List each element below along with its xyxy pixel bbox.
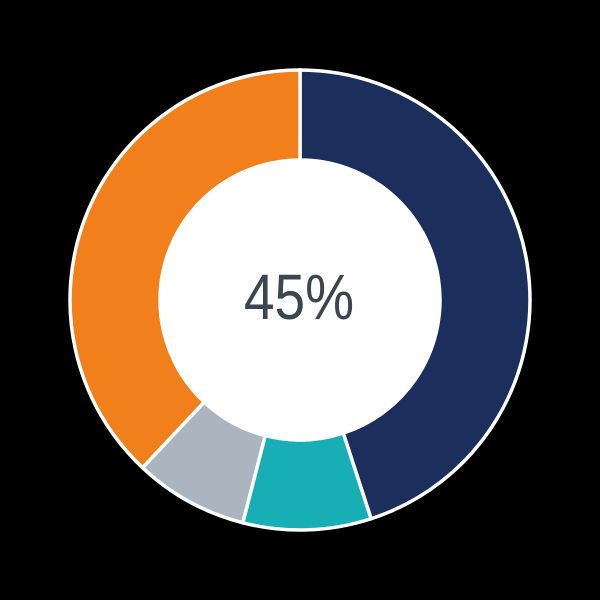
svg-text:45%: 45%	[244, 261, 354, 333]
